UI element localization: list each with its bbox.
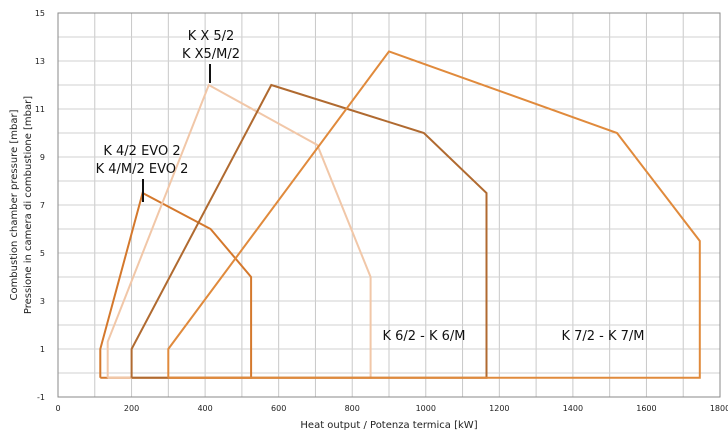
grid — [58, 13, 720, 397]
annotation-kx5-line-1: K X 5/2 — [188, 29, 235, 44]
y-tick-label: 9 — [40, 153, 45, 162]
annotation-kx5-line-2: K X5/M/2 — [182, 47, 240, 62]
series-line-4 — [167, 50, 701, 379]
x-tick-label: 0 — [55, 404, 60, 413]
y-tick-label: 15 — [35, 9, 45, 18]
y-tick-label: -1 — [37, 393, 45, 402]
x-axis-ticks: 0 200 400 600 800 1000 1200 1400 1600 1800 — [55, 404, 728, 413]
series-layer — [99, 50, 701, 379]
series-line-1 — [99, 191, 253, 379]
x-tick-label: 1600 — [636, 404, 656, 413]
label-k7: K 7/2 - K 7/M — [561, 329, 644, 344]
y-tick-label: 1 — [40, 345, 45, 354]
y-tick-label: 3 — [40, 297, 45, 306]
plot-frame — [57, 12, 721, 398]
label-k6: K 6/2 - K 6/M — [382, 329, 465, 344]
x-tick-label: 1400 — [563, 404, 583, 413]
y-tick-label: 7 — [40, 201, 45, 210]
annotation-k4-line-1: K 4/2 EVO 2 — [103, 144, 180, 159]
y-tick-label: 11 — [35, 105, 45, 114]
x-tick-label: 1000 — [416, 404, 436, 413]
x-tick-label: 400 — [197, 404, 212, 413]
x-tick-label: 600 — [271, 404, 286, 413]
x-tick-label: 200 — [124, 404, 139, 413]
x-axis-title: Heat output / Potenza termica [kW] — [300, 420, 477, 430]
x-tick-label: 800 — [345, 404, 360, 413]
y-tick-label: 5 — [40, 249, 45, 258]
x-tick-label: 1200 — [489, 404, 509, 413]
y-tick-label: 13 — [35, 57, 45, 66]
y-axis-title-line-2: Pressione in camera di combustione [mbar… — [23, 96, 34, 314]
y-axis-title-line-1: Combustion chamber pressure [mbar] — [9, 109, 20, 300]
annotation-k4-line-2: K 4/M/2 EVO 2 — [96, 162, 189, 177]
x-tick-label: 1800 — [710, 404, 728, 413]
